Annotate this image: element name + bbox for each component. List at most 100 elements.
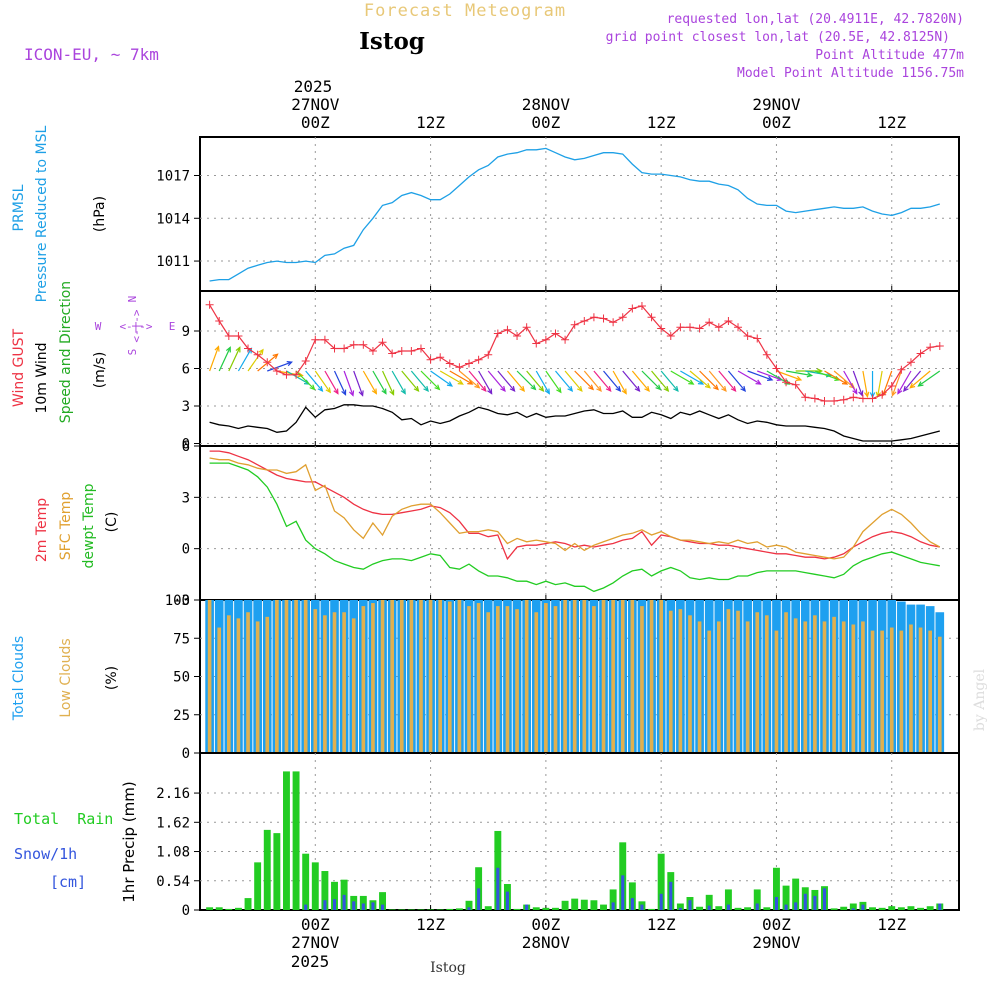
gust-marker xyxy=(868,394,877,403)
bottom-date-label: 28NOV xyxy=(522,933,571,952)
wind-arrow-head xyxy=(235,346,241,353)
clouds-ytick-label: 0 xyxy=(182,746,190,762)
clouds-panel: 0 25 50 75 100 Total Clouds Low Clouds (%) xyxy=(11,593,960,762)
wind-arrow xyxy=(660,370,679,392)
low-cloud-bar xyxy=(361,606,366,753)
gust-marker xyxy=(657,324,666,333)
wind-arrow xyxy=(459,370,480,389)
rain-bar xyxy=(753,889,761,910)
low-cloud-bar xyxy=(323,615,327,753)
gust-marker xyxy=(935,342,944,350)
low-cloud-bar xyxy=(265,616,270,753)
temperature-ytick-label: 0 xyxy=(182,542,190,558)
wind-arrow-head xyxy=(663,385,670,392)
snow-bar xyxy=(822,888,827,910)
rain-bar xyxy=(302,853,310,910)
wind-arrow-head xyxy=(225,346,231,353)
bottom-date-label: 29NOV xyxy=(752,933,801,952)
rain-bar xyxy=(907,906,915,910)
gust-markers xyxy=(205,300,944,405)
bottom-hour-label: 00Z xyxy=(762,915,791,934)
compass-n: N xyxy=(126,296,139,303)
low-cloud-bar xyxy=(592,606,596,753)
rain-bar xyxy=(571,898,579,910)
gust-marker xyxy=(224,332,233,340)
rain-bar xyxy=(321,871,329,910)
low-cloud-bar xyxy=(765,615,769,753)
gust-marker xyxy=(532,339,541,348)
precip-bars xyxy=(206,771,944,910)
gust-marker xyxy=(340,344,349,353)
rain-bar xyxy=(782,885,790,910)
wind-arrow xyxy=(401,370,419,392)
low-cloud-bar xyxy=(275,600,279,753)
wind-ytick-label: 9 xyxy=(182,324,190,340)
rain-bar xyxy=(263,829,271,910)
temperature-ytick-label: -3 xyxy=(173,593,190,609)
wind-arrow-head xyxy=(272,353,279,360)
wind-arrow-head xyxy=(530,384,537,391)
gust-marker xyxy=(541,335,550,344)
rain-bar xyxy=(206,907,214,910)
wind-arrow-head xyxy=(806,372,814,378)
rain-bar xyxy=(225,908,233,910)
low-cloud-bar xyxy=(409,600,414,753)
gust-marker xyxy=(734,323,743,332)
low-cloud-bar xyxy=(899,630,904,753)
model-label: ICON-EU, ~ 7km xyxy=(24,45,159,64)
low-cloud-bar xyxy=(659,600,663,753)
snow-bar xyxy=(611,902,615,910)
snow-bar xyxy=(361,903,365,910)
bottom-hour-label: 12Z xyxy=(877,915,906,934)
rain-bar xyxy=(590,900,598,910)
snow-bar xyxy=(726,904,730,910)
gust-marker xyxy=(926,343,935,352)
gust-marker xyxy=(628,304,637,313)
snow-bar xyxy=(688,900,692,910)
wind-ytick-label: 6 xyxy=(182,362,190,378)
wind-arrow-head xyxy=(309,384,316,391)
rain-bar xyxy=(561,900,569,910)
wind-arrow-head xyxy=(457,379,464,385)
low-cloud-bar xyxy=(774,630,779,753)
wind-speed-line xyxy=(209,404,940,442)
pressure-unit: (hPa) xyxy=(92,196,108,232)
wind-arrow xyxy=(506,370,525,392)
temp-ylabel-dewpt: dewpt Temp xyxy=(81,483,97,568)
gust-marker xyxy=(205,300,214,309)
wind-arrow xyxy=(622,370,640,392)
wind-arrow-head xyxy=(767,375,774,381)
wind-arrow-head xyxy=(544,388,550,395)
wind-arrow-head xyxy=(697,379,705,385)
wind-arrow xyxy=(718,370,736,392)
rain-bar xyxy=(436,909,444,910)
pressure-frame xyxy=(199,136,960,292)
pressure-panel: 1011 1014 1017 PRMSL Pressure Reduced to MSL… xyxy=(11,125,960,302)
snow-bar xyxy=(640,904,644,910)
low-cloud-bar xyxy=(851,624,856,753)
gust-marker xyxy=(407,347,416,355)
gust-marker xyxy=(474,355,483,364)
wind-arrow-head xyxy=(576,385,583,392)
wind-arrow xyxy=(353,370,364,396)
rain-bar xyxy=(311,862,319,910)
wind-arrow xyxy=(564,370,583,392)
rain-bar xyxy=(254,862,262,910)
snow-bar xyxy=(505,891,509,910)
rain-bar xyxy=(234,907,242,910)
low-cloud-bar xyxy=(342,612,346,753)
wind-ytick-label: 0 xyxy=(182,437,190,453)
wind-arrow-head xyxy=(446,381,454,387)
wind-ylabel-gust: Wind GUST xyxy=(11,328,27,407)
low-cloud-bar xyxy=(553,606,558,753)
wind-arrow-head xyxy=(413,385,420,392)
legend-total-rain: Total Rain xyxy=(14,810,113,828)
low-cloud-bar xyxy=(668,610,673,753)
wind-arrow xyxy=(785,370,812,377)
wind-arrow xyxy=(680,370,704,385)
snow-bar xyxy=(803,893,807,910)
gust-marker xyxy=(244,344,253,353)
gust-marker xyxy=(551,329,560,338)
rain-bar xyxy=(331,881,338,910)
